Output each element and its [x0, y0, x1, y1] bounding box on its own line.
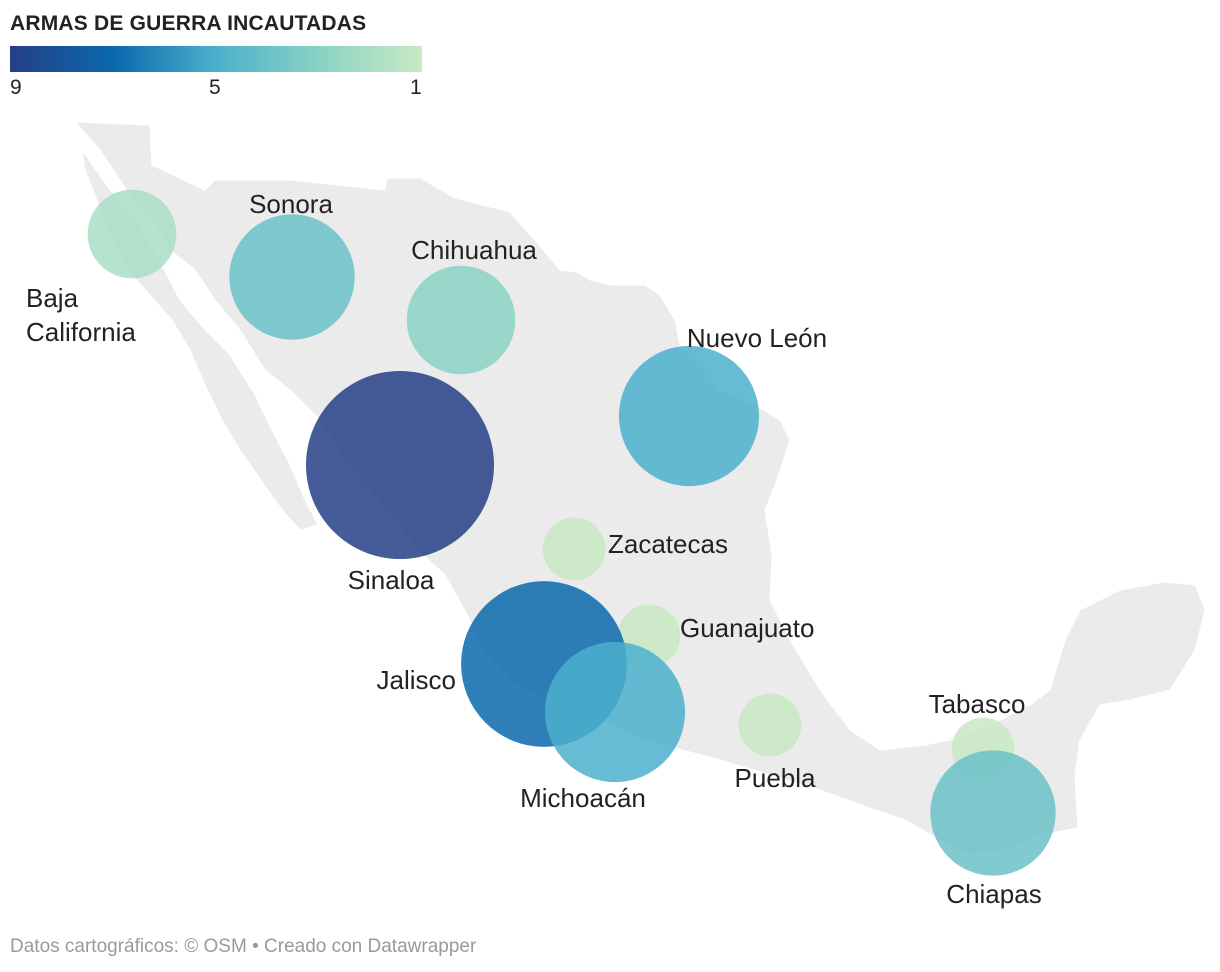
bubble-jalisco: [461, 581, 627, 747]
label-baja-california: Baja California: [26, 283, 136, 347]
bubble-chiapas: [930, 750, 1056, 876]
legend-tick-max: 9: [10, 76, 22, 99]
legend-title: ARMAS DE GUERRA INCAUTADAS: [10, 12, 367, 35]
bubble-sonora: [229, 214, 355, 340]
bubble-guanajuato: [617, 604, 681, 668]
label-nuevo-leon: Nuevo León: [687, 323, 827, 353]
bubble-puebla: [738, 693, 802, 757]
label-sinaloa: Sinaloa: [348, 565, 435, 595]
country-shape: [73, 121, 1206, 856]
footer-created-with: Creado con Datawrapper: [264, 936, 477, 957]
bubble-layer: [87, 189, 1056, 876]
bubble-tabasco: [951, 717, 1015, 781]
label-puebla: Puebla: [735, 763, 816, 793]
label-tabasco: Tabasco: [929, 689, 1026, 719]
label-chihuahua: Chihuahua: [411, 235, 537, 265]
footer-map-data: Datos cartográficos: © OSM: [10, 936, 247, 957]
bubble-michoacan: [544, 641, 686, 783]
legend-tick-min: 1: [410, 76, 422, 99]
footer-credit: Datos cartográficos: © OSM • Creado con …: [10, 936, 476, 958]
footer-separator: •: [246, 936, 265, 957]
label-zacatecas: Zacatecas: [608, 529, 728, 559]
legend-tick-mid: 5: [209, 76, 221, 99]
label-layer: Baja California Sonora Chihuahua Nuevo León S…: [26, 189, 1042, 909]
bubble-sinaloa: [306, 371, 494, 559]
label-jalisco: Jalisco: [377, 665, 456, 695]
bubble-baja-california: [87, 189, 177, 279]
bubble-zacatecas: [542, 517, 606, 581]
bubble-nuevo-leon: [618, 345, 760, 487]
label-sonora: Sonora: [249, 189, 333, 219]
label-michoacan: Michoacán: [520, 783, 646, 813]
label-chiapas: Chiapas: [946, 879, 1041, 909]
label-guanajuato: Guanajuato: [680, 613, 814, 643]
bubble-chihuahua: [406, 265, 516, 375]
color-scale-bar: [10, 46, 422, 72]
